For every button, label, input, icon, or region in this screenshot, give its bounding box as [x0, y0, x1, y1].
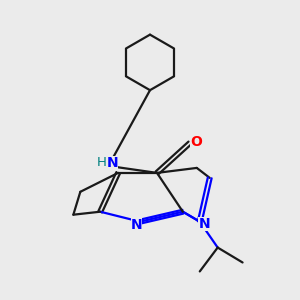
- Text: O: O: [190, 134, 202, 148]
- Text: N: N: [106, 156, 118, 170]
- Text: N: N: [198, 217, 210, 231]
- Text: H: H: [97, 156, 106, 170]
- Text: N: N: [131, 218, 142, 232]
